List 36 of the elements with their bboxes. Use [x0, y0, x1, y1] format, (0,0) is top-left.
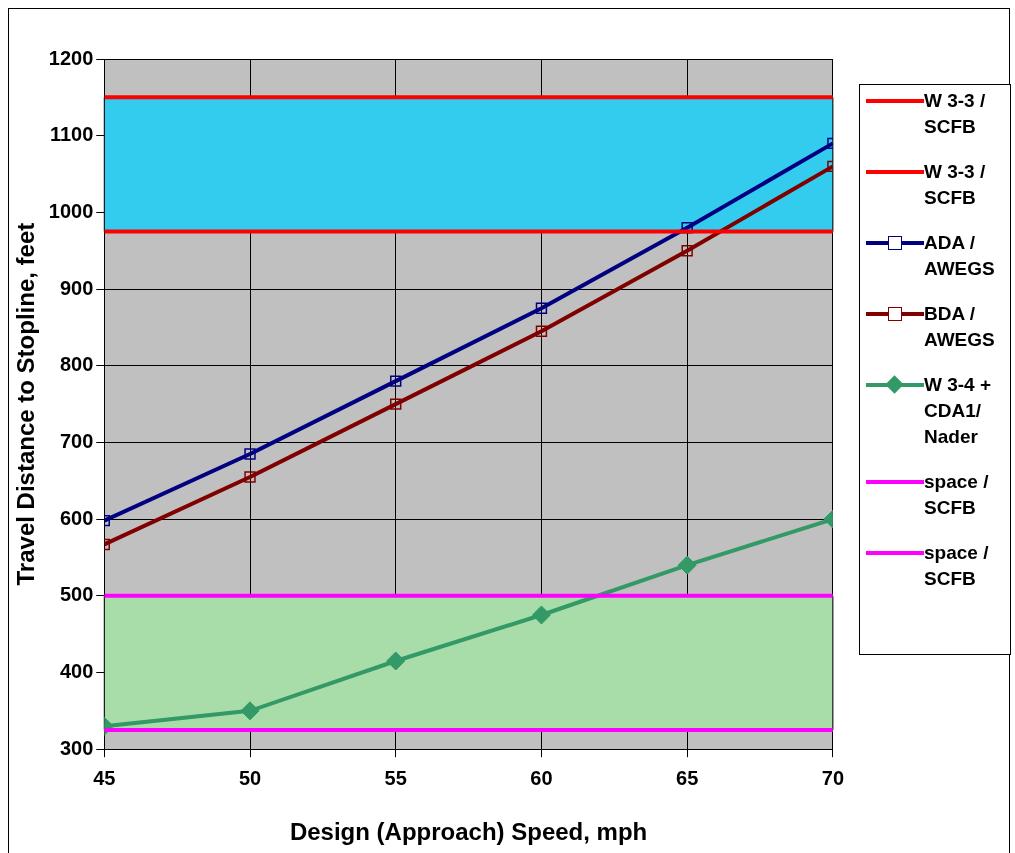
- point: [390, 375, 402, 387]
- y-tick-label: 500: [59, 583, 94, 606]
- point: [244, 448, 256, 460]
- x-tick-label: 65: [676, 766, 699, 789]
- point: [531, 605, 551, 625]
- x-axis-title: Design (Approach) Speed, mph: [289, 818, 648, 846]
- point: [390, 398, 402, 410]
- legend-label: W 3-3 / SCFB: [924, 89, 987, 139]
- point: [386, 651, 406, 671]
- point: [681, 245, 693, 257]
- y-tick-label: 1000: [48, 199, 94, 222]
- x-tick-label: 45: [93, 766, 116, 789]
- y-tick-label: 300: [59, 736, 94, 759]
- y-tick-label: 1200: [48, 46, 94, 69]
- legend-label: W 3-4 + CDA1/ Nader: [924, 373, 993, 449]
- legend-label: space / SCFB: [924, 470, 990, 520]
- legend-label: BDA / AWEGS: [924, 302, 996, 352]
- y-tick-label: 600: [59, 506, 94, 529]
- legend-label: space / SCFB: [924, 541, 990, 591]
- y-tick-label: 400: [59, 660, 94, 683]
- y-tick-label: 700: [59, 429, 94, 452]
- x-tick-label: 70: [821, 766, 844, 789]
- point: [677, 555, 697, 575]
- point: [535, 325, 548, 337]
- x-tick-label: 55: [384, 766, 407, 789]
- y-tick-label: 900: [59, 276, 94, 299]
- legend-label: ADA / AWEGS: [924, 231, 996, 281]
- x-tick-label: 60: [530, 766, 553, 789]
- y-tick-label: 800: [59, 353, 94, 376]
- x-tick-label: 50: [238, 766, 262, 789]
- y-axis-title: Travel Distance to Stopline, feet: [12, 222, 40, 586]
- point: [535, 302, 548, 314]
- legend-label: W 3-3 / SCFB: [924, 160, 987, 210]
- y-tick-label: 1100: [49, 123, 94, 146]
- point: [240, 701, 260, 721]
- point: [244, 471, 256, 483]
